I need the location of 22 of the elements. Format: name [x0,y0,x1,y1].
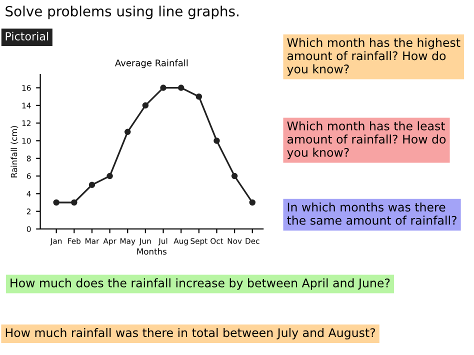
point [124,128,131,136]
point [196,93,202,100]
text: Which month has the least amount of rainfall? How do you know? [287,121,446,160]
point [71,199,78,206]
text: How much does the rainfall increase by between April and June? [10,278,390,290]
point [160,84,166,91]
point [249,199,256,206]
point [214,138,220,144]
text: In which months was there the same amount of rainfall? [287,202,456,225]
chart-title: Average Rainfall [115,59,188,68]
point [178,84,184,91]
point [106,172,113,180]
point [142,102,149,109]
y-axis-title: Rainfall (cm) [10,126,18,178]
point [88,182,96,188]
text: Pictorial [6,32,48,40]
point [53,199,60,206]
text: How much rainfall was there in total between July and August? [6,328,376,340]
text: Solve problems using line graphs. [6,6,238,20]
text: Which month has the highest amount of rainfall? How do you know? [287,38,460,76]
point [231,172,238,180]
x-axis-title: Months [137,248,167,255]
